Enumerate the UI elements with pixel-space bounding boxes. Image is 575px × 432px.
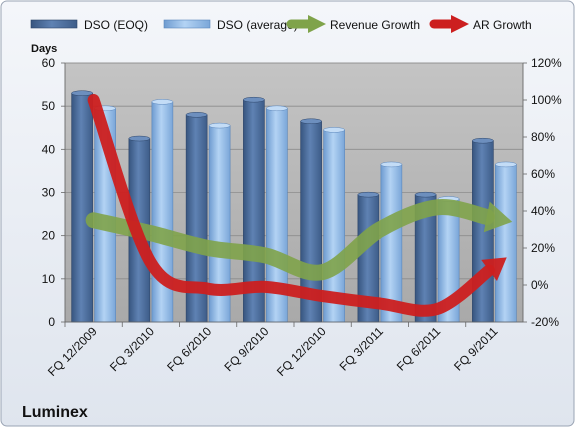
bar-top-dso-eoq <box>71 90 93 96</box>
legend-item-0: DSO (EOQ) <box>30 18 148 32</box>
y-left-tick-label: 0 <box>48 315 55 329</box>
legend-arrowhead-revenue-growth <box>308 15 326 33</box>
y-right-tick-label: 0% <box>531 278 549 292</box>
y-left-tick-label: 40 <box>42 142 56 156</box>
bar-top-dso-eoq <box>357 191 380 198</box>
y-left-axis-title: Days <box>31 43 57 55</box>
legend-item-3: AR Growth <box>429 15 532 33</box>
line-ar-growth <box>87 94 496 317</box>
bar-top-dso-average <box>323 127 345 133</box>
bar-top-dso-eoq <box>300 118 322 125</box>
bar-top-dso-average <box>495 161 517 168</box>
legend-label-2: Revenue Growth <box>330 18 420 32</box>
bar-top-dso-average <box>151 99 174 105</box>
legend-item-1: DSO (average) <box>163 18 298 32</box>
y-left-tick-label: 60 <box>42 56 56 70</box>
arrowhead-ar-growth <box>481 257 507 282</box>
bar-top-dso-average <box>266 105 288 112</box>
y-left-tick-label: 50 <box>42 99 56 113</box>
legend-arrowhead-ar-growth <box>451 15 469 33</box>
bar-top-dso-eoq <box>185 112 208 118</box>
bar-dso-eoq <box>71 92 93 323</box>
y-right-tick-label: 40% <box>531 204 555 218</box>
legend: DSO (EOQ) DSO (average) Revenue Growth A… <box>30 15 532 33</box>
legend-swatch-dso-average <box>163 19 211 29</box>
legend-item-2: Revenue Growth <box>286 15 420 33</box>
bar-dso-average <box>495 164 517 323</box>
legend-label-3: AR Growth <box>473 18 532 32</box>
bar-top-dso-average <box>208 122 231 129</box>
line-revenue-growth <box>85 199 495 281</box>
legend-swatch-dso-eoq <box>30 19 78 29</box>
y-right-tick-label: 60% <box>531 167 555 181</box>
legend-label-0: DSO (EOQ) <box>84 18 148 32</box>
y-right-tick-label: 20% <box>531 241 555 255</box>
y-left-tick-label: 20 <box>42 229 56 243</box>
bar-top-dso-eoq <box>243 96 265 103</box>
bar-top-dso-average <box>380 161 403 168</box>
company-name: Luminex <box>22 404 88 421</box>
bar-dso-eoq <box>472 140 494 323</box>
y-right-tick-label: -20% <box>531 315 559 329</box>
bar-top-dso-eoq <box>414 191 437 198</box>
y-left-tick-label: 30 <box>42 186 56 200</box>
legend-label-1: DSO (average) <box>217 18 298 32</box>
y-right-tick-label: 120% <box>531 56 562 70</box>
arrowhead-revenue-growth <box>483 201 513 233</box>
y-left-tick-label: 10 <box>42 272 56 286</box>
y-right-tick-label: 80% <box>531 130 555 144</box>
y-right-tick-label: 100% <box>531 93 562 107</box>
bar-top-dso-eoq <box>472 137 494 144</box>
growth-lines <box>85 94 513 317</box>
bar-top-dso-eoq <box>128 135 151 142</box>
